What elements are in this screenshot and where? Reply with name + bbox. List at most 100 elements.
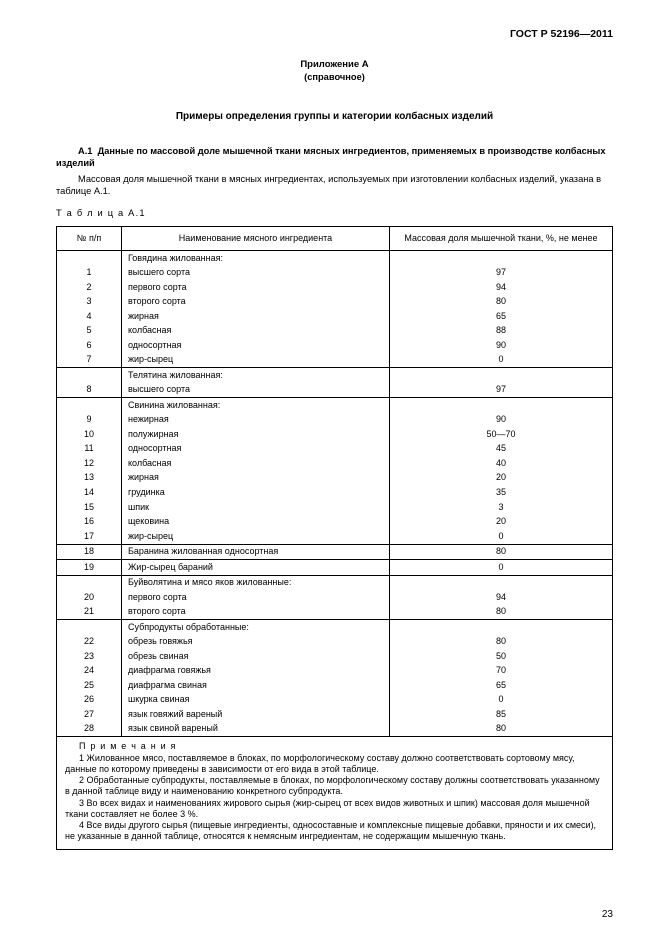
cell-num: [57, 368, 122, 383]
table-body: Говядина жилованная:1высшего сорта972пер…: [57, 251, 613, 737]
note-item: 1 Жилованное мясо, поставляемое в блоках…: [65, 753, 604, 776]
cell-num: 6: [57, 338, 122, 353]
table-row: 19Жир-сырец бараний0: [57, 560, 613, 576]
cell-val: [390, 251, 613, 266]
table-row: 26шкурка свиная0: [57, 693, 613, 708]
table-row: 22обрезь говяжья80: [57, 635, 613, 650]
cell-name: язык говяжий вареный: [122, 707, 390, 722]
table-label: Т а б л и ц а А.1: [56, 208, 613, 220]
cell-num: [57, 620, 122, 635]
cell-name: высшего сорта: [122, 266, 390, 281]
cell-num: 16: [57, 515, 122, 530]
group-header: Буйволятина и мясо яков жилованные:: [122, 575, 390, 590]
note-item: 2 Обработанные субпродукты, поставляемые…: [65, 775, 604, 798]
page-number: 23: [602, 909, 613, 922]
cell-val: 3: [390, 500, 613, 515]
cell-num: 21: [57, 605, 122, 620]
cell-num: 11: [57, 442, 122, 457]
cell-val: 97: [390, 383, 613, 398]
cell-val: [390, 620, 613, 635]
table-row: 6односортная90: [57, 338, 613, 353]
cell-num: [57, 398, 122, 413]
section-a1-paragraph: Массовая доля мышечной ткани в мясных ин…: [56, 174, 613, 198]
notes-box: П р и м е ч а н и я 1 Жилованное мясо, п…: [56, 737, 613, 849]
cell-num: 26: [57, 693, 122, 708]
cell-name: первого сорта: [122, 280, 390, 295]
cell-num: 5: [57, 324, 122, 339]
table-row: 20первого сорта94: [57, 590, 613, 605]
table-row: 2первого сорта94: [57, 280, 613, 295]
appendix-label: Приложение А: [56, 59, 613, 71]
cell-name: жирная: [122, 471, 390, 486]
cell-val: [390, 398, 613, 413]
cell-val: 50—70: [390, 427, 613, 442]
table-row: 18Баранина жилованная односортная80: [57, 544, 613, 560]
cell-name: диафрагма свиная: [122, 678, 390, 693]
notes-list: 1 Жилованное мясо, поставляемое в блоках…: [65, 753, 604, 843]
cell-num: [57, 251, 122, 266]
table-row: 24диафрагма говяжья70: [57, 664, 613, 679]
cell-name: жир-сырец: [122, 529, 390, 544]
table-row: 9нежирная90: [57, 413, 613, 428]
cell-val: 85: [390, 707, 613, 722]
document-id: ГОСТ Р 52196—2011: [56, 28, 613, 41]
cell-val: 35: [390, 486, 613, 501]
cell-name: обрезь говяжья: [122, 635, 390, 650]
note-item: 4 Все виды другого сырья (пищевые ингред…: [65, 820, 604, 843]
section-number: А.1: [78, 146, 92, 156]
table-header-row: № п/п Наименование мясного ингредиента М…: [57, 226, 613, 251]
appendix-type: (справочное): [56, 72, 613, 84]
cell-name: шпик: [122, 500, 390, 515]
cell-num: 3: [57, 295, 122, 310]
cell-val: 80: [390, 295, 613, 310]
cell-num: 24: [57, 664, 122, 679]
section-title: Данные по массовой доле мышечной ткани м…: [56, 146, 606, 168]
group-header: Телятина жилованная:: [122, 368, 390, 383]
cell-val: 80: [390, 635, 613, 650]
table-row: 3второго сорта80: [57, 295, 613, 310]
table-row: 23обрезь свиная50: [57, 649, 613, 664]
cell-num: 7: [57, 353, 122, 368]
cell-val: 45: [390, 442, 613, 457]
cell-name: нежирная: [122, 413, 390, 428]
table-row: 10полужирная50—70: [57, 427, 613, 442]
group-header-row: Буйволятина и мясо яков жилованные:: [57, 575, 613, 590]
col-header-value: Массовая доля мышечной ткани, %, не мене…: [390, 226, 613, 251]
table-row: 1высшего сорта97: [57, 266, 613, 281]
cell-val: 70: [390, 664, 613, 679]
cell-name: язык свиной вареный: [122, 722, 390, 737]
cell-val: 50: [390, 649, 613, 664]
cell-num: 9: [57, 413, 122, 428]
group-header: Свинина жилованная:: [122, 398, 390, 413]
cell-val: 20: [390, 515, 613, 530]
col-header-num: № п/п: [57, 226, 122, 251]
cell-val: 0: [390, 693, 613, 708]
table-row: 8высшего сорта97: [57, 383, 613, 398]
cell-val: 94: [390, 280, 613, 295]
cell-val: 65: [390, 678, 613, 693]
cell-name: шкурка свиная: [122, 693, 390, 708]
cell-val: 20: [390, 471, 613, 486]
main-heading: Примеры определения группы и категории к…: [56, 111, 613, 124]
cell-num: 2: [57, 280, 122, 295]
note-item: 3 Во всех видах и наименованиях жирового…: [65, 798, 604, 821]
cell-num: 12: [57, 456, 122, 471]
table-row: 27язык говяжий вареный85: [57, 707, 613, 722]
table-row: 17жир-сырец0: [57, 529, 613, 544]
cell-num: 15: [57, 500, 122, 515]
cell-name: щековина: [122, 515, 390, 530]
section-a1-heading: А.1 Данные по массовой доле мышечной тка…: [56, 146, 613, 170]
cell-name: односортная: [122, 442, 390, 457]
cell-val: 94: [390, 590, 613, 605]
cell-num: 19: [57, 560, 122, 576]
cell-num: 14: [57, 486, 122, 501]
cell-val: 80: [390, 605, 613, 620]
table-row: 14грудинка35: [57, 486, 613, 501]
cell-num: 17: [57, 529, 122, 544]
cell-num: 20: [57, 590, 122, 605]
cell-num: 18: [57, 544, 122, 560]
cell-num: 23: [57, 649, 122, 664]
table-row: 13жирная20: [57, 471, 613, 486]
cell-num: 8: [57, 383, 122, 398]
cell-num: 10: [57, 427, 122, 442]
